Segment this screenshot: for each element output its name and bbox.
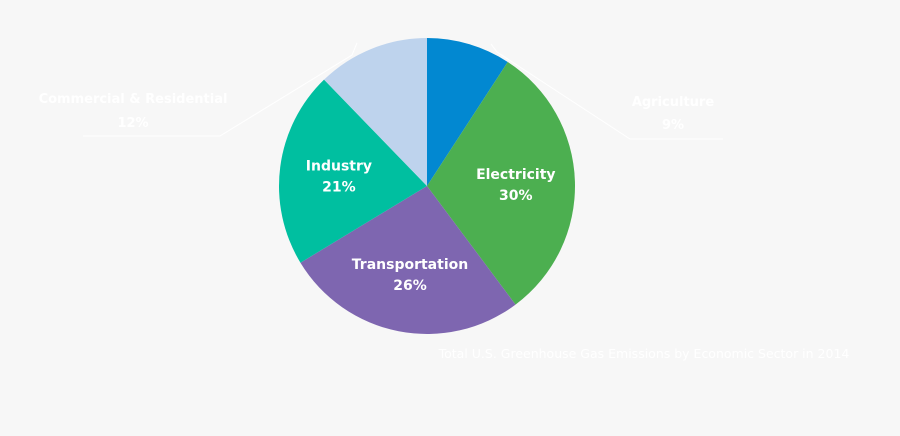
slice-label-commercial-residential: Commercial & Residential [39, 92, 228, 107]
chart-title: Total U.S. Greenhouse Gas Emissions by E… [438, 346, 850, 361]
slice-label-transportation: Transportation [352, 257, 468, 273]
slice-value-transportation: 26% [393, 278, 427, 294]
slice-value-commercial-residential: 12% [117, 116, 148, 131]
leader-line-commercial-residential [83, 42, 358, 137]
pie-slice-industry [279, 79, 427, 263]
inside-labels: Electricity 30% Transportation 26% Industry 2… [306, 159, 556, 295]
pie-slice-commercial-residential [324, 38, 427, 186]
pie-slice-agriculture [427, 38, 508, 186]
leader-line-agriculture [490, 43, 723, 140]
slice-label-agriculture: Agriculture [632, 95, 715, 110]
slice-value-electricity: 30% [499, 188, 533, 204]
pie-slice-electricity [427, 61, 576, 305]
pie-slice-transportation [300, 186, 516, 334]
slice-value-agriculture: 9% [662, 118, 684, 133]
slice-value-industry: 21% [322, 180, 356, 196]
pie-slices [279, 38, 576, 334]
slice-label-industry: Industry [306, 159, 372, 175]
slice-label-electricity: Electricity [476, 167, 555, 183]
